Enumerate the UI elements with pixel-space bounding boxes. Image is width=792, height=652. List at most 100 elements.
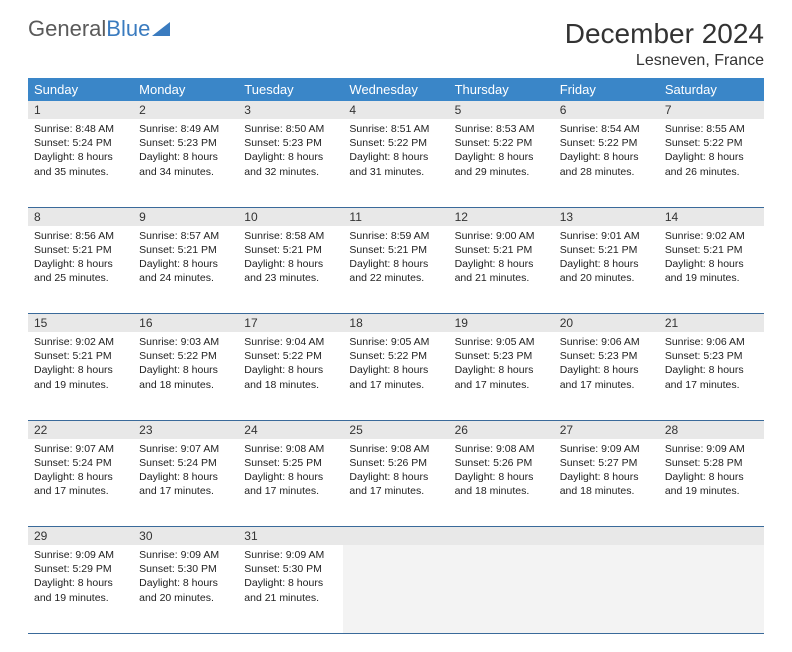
daylight-line: Daylight: 8 hours and 17 minutes.: [455, 363, 548, 391]
daylight-line: Daylight: 8 hours and 20 minutes.: [560, 257, 653, 285]
day-cell: Sunrise: 9:01 AMSunset: 5:21 PMDaylight:…: [554, 226, 659, 314]
day-number-row: 293031: [28, 527, 764, 546]
day-number-cell: 12: [449, 207, 554, 226]
day-number-cell: 3: [238, 101, 343, 119]
day-cell: Sunrise: 9:09 AMSunset: 5:30 PMDaylight:…: [133, 545, 238, 633]
daylight-line: Daylight: 8 hours and 18 minutes.: [244, 363, 337, 391]
sunrise-line: Sunrise: 9:08 AM: [455, 442, 548, 456]
week-row: Sunrise: 8:48 AMSunset: 5:24 PM Daylight:…: [28, 119, 764, 207]
sunrise-line: Sunrise: 8:58 AM: [244, 229, 337, 243]
logo-triangle-icon: [152, 22, 170, 36]
day-cell: Sunrise: 9:09 AMSunset: 5:27 PMDaylight:…: [554, 439, 659, 527]
header: General Blue December 2024 Lesneven, Fra…: [28, 18, 764, 70]
day-content: Sunrise: 8:48 AMSunset: 5:24 PMDaylight:…: [28, 119, 133, 185]
sunrise-line: Sunrise: 8:49 AM: [139, 122, 232, 136]
sunrise-line: Sunrise: 9:06 AM: [665, 335, 758, 349]
day-cell: Sunrise: 9:08 AMSunset: 5:26 PMDaylight:…: [343, 439, 448, 527]
day-content: Sunrise: 9:03 AMSunset: 5:22 PMDaylight:…: [133, 332, 238, 398]
day-number-cell: 16: [133, 314, 238, 333]
day-number-cell: 17: [238, 314, 343, 333]
calendar-table: Sunday Monday Tuesday Wednesday Thursday…: [28, 78, 764, 634]
weekday-header: Tuesday: [238, 78, 343, 101]
day-cell: Sunrise: 8:59 AMSunset: 5:21 PMDaylight:…: [343, 226, 448, 314]
daylight-line: Daylight: 8 hours and 20 minutes.: [139, 576, 232, 604]
daylight-line: Daylight: 8 hours and 18 minutes.: [560, 470, 653, 498]
day-cell: Sunrise: 9:05 AMSunset: 5:23 PMDaylight:…: [449, 332, 554, 420]
daylight-line: Daylight: 8 hours and 19 minutes.: [665, 257, 758, 285]
weekday-header: Monday: [133, 78, 238, 101]
weekday-header: Thursday: [449, 78, 554, 101]
day-number-row: 1234567: [28, 101, 764, 119]
day-cell: Sunrise: 8:55 AMSunset: 5:22 PMDaylight:…: [659, 119, 764, 207]
week-row: Sunrise: 9:07 AMSunset: 5:24 PMDaylight:…: [28, 439, 764, 527]
day-cell: Sunrise: 9:09 AMSunset: 5:30 PMDaylight:…: [238, 545, 343, 633]
day-number-cell: 10: [238, 207, 343, 226]
sunset-line: Sunset: 5:23 PM: [244, 136, 337, 150]
daylight-line: Daylight: 8 hours and 29 minutes.: [455, 150, 548, 178]
sunset-line: Sunset: 5:26 PM: [349, 456, 442, 470]
day-content: Sunrise: 9:08 AMSunset: 5:26 PMDaylight:…: [449, 439, 554, 505]
day-content: Sunrise: 8:54 AMSunset: 5:22 PMDaylight:…: [554, 119, 659, 185]
daylight-line: Daylight: 8 hours and 19 minutes.: [665, 470, 758, 498]
day-number-cell: 19: [449, 314, 554, 333]
day-content: Sunrise: 9:09 AMSunset: 5:30 PMDaylight:…: [238, 545, 343, 611]
logo: General Blue: [28, 18, 170, 40]
day-cell: [343, 545, 448, 633]
weekday-header-row: Sunday Monday Tuesday Wednesday Thursday…: [28, 78, 764, 101]
daylight-line: Daylight: 8 hours and 18 minutes.: [455, 470, 548, 498]
sunset-line: Sunset: 5:26 PM: [455, 456, 548, 470]
daylight-line: Daylight: 8 hours and 32 minutes.: [244, 150, 337, 178]
day-cell: Sunrise: 9:09 AMSunset: 5:28 PMDaylight:…: [659, 439, 764, 527]
daylight-line: Daylight: 8 hours and 21 minutes.: [244, 576, 337, 604]
sunset-line: Sunset: 5:30 PM: [244, 562, 337, 576]
day-number-cell: 2: [133, 101, 238, 119]
day-cell: Sunrise: 9:08 AMSunset: 5:26 PMDaylight:…: [449, 439, 554, 527]
sunset-line: Sunset: 5:22 PM: [349, 136, 442, 150]
logo-text-gray: General: [28, 18, 106, 40]
day-content: Sunrise: 8:51 AMSunset: 5:22 PMDaylight:…: [343, 119, 448, 185]
day-cell: Sunrise: 8:48 AMSunset: 5:24 PMDaylight:…: [28, 119, 133, 207]
sunset-line: Sunset: 5:24 PM: [139, 456, 232, 470]
sunset-line: Sunset: 5:21 PM: [560, 243, 653, 257]
day-cell: Sunrise: 8:49 AMSunset: 5:23 PMDaylight:…: [133, 119, 238, 207]
sunrise-line: Sunrise: 9:07 AM: [34, 442, 127, 456]
sunset-line: Sunset: 5:24 PM: [34, 456, 127, 470]
day-content: Sunrise: 8:56 AMSunset: 5:21 PMDaylight:…: [28, 226, 133, 292]
day-number-cell: [659, 527, 764, 546]
sunrise-line: Sunrise: 9:05 AM: [349, 335, 442, 349]
sunrise-line: Sunrise: 9:01 AM: [560, 229, 653, 243]
sunrise-line: Sunrise: 8:48 AM: [34, 122, 127, 136]
daylight-line: Daylight: 8 hours and 28 minutes.: [560, 150, 653, 178]
daylight-line: Daylight: 8 hours and 17 minutes.: [560, 363, 653, 391]
sunrise-line: Sunrise: 8:53 AM: [455, 122, 548, 136]
daylight-line: Daylight: 8 hours and 19 minutes.: [34, 576, 127, 604]
sunset-line: Sunset: 5:21 PM: [34, 349, 127, 363]
day-cell: Sunrise: 8:56 AMSunset: 5:21 PMDaylight:…: [28, 226, 133, 314]
day-number-cell: 21: [659, 314, 764, 333]
day-number-cell: 13: [554, 207, 659, 226]
day-cell: [659, 545, 764, 633]
day-number-cell: 27: [554, 420, 659, 439]
day-number-cell: [554, 527, 659, 546]
sunset-line: Sunset: 5:24 PM: [34, 136, 127, 150]
daylight-line: Daylight: 8 hours and 24 minutes.: [139, 257, 232, 285]
sunset-line: Sunset: 5:21 PM: [34, 243, 127, 257]
sunrise-line: Sunrise: 8:56 AM: [34, 229, 127, 243]
day-number-cell: 15: [28, 314, 133, 333]
day-content: Sunrise: 9:01 AMSunset: 5:21 PMDaylight:…: [554, 226, 659, 292]
day-content: Sunrise: 9:07 AMSunset: 5:24 PMDaylight:…: [133, 439, 238, 505]
day-cell: Sunrise: 8:50 AMSunset: 5:23 PMDaylight:…: [238, 119, 343, 207]
daylight-line: Daylight: 8 hours and 17 minutes.: [349, 363, 442, 391]
daylight-line: Daylight: 8 hours and 17 minutes.: [665, 363, 758, 391]
day-cell: [554, 545, 659, 633]
sunrise-line: Sunrise: 9:06 AM: [560, 335, 653, 349]
sunrise-line: Sunrise: 8:59 AM: [349, 229, 442, 243]
sunset-line: Sunset: 5:25 PM: [244, 456, 337, 470]
sunrise-line: Sunrise: 9:04 AM: [244, 335, 337, 349]
sunrise-line: Sunrise: 9:07 AM: [139, 442, 232, 456]
daylight-line: Daylight: 8 hours and 17 minutes.: [34, 470, 127, 498]
day-number-cell: 30: [133, 527, 238, 546]
day-content: Sunrise: 8:49 AMSunset: 5:23 PMDaylight:…: [133, 119, 238, 185]
day-cell: Sunrise: 9:02 AMSunset: 5:21 PMDaylight:…: [28, 332, 133, 420]
week-row: Sunrise: 9:02 AMSunset: 5:21 PMDaylight:…: [28, 332, 764, 420]
